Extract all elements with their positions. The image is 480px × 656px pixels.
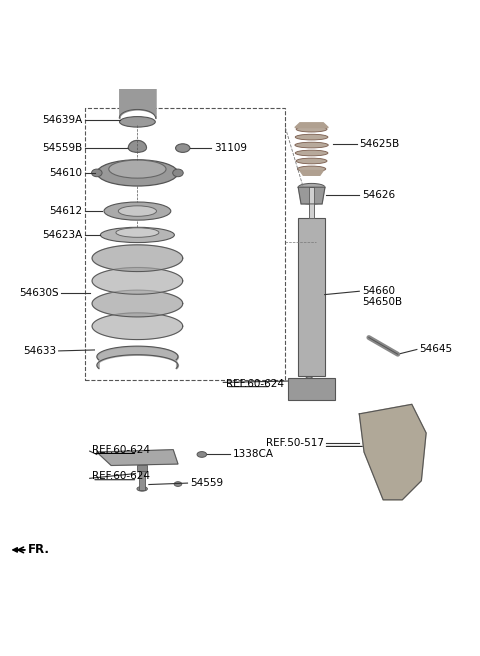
Bar [137, 466, 147, 471]
Text: 54623A: 54623A [42, 230, 83, 240]
Text: 54639A: 54639A [42, 115, 83, 125]
Ellipse shape [302, 199, 321, 205]
Text: 54645: 54645 [419, 344, 452, 354]
Ellipse shape [298, 184, 325, 191]
Text: REF.50-517: REF.50-517 [265, 438, 324, 447]
Ellipse shape [128, 144, 146, 152]
Ellipse shape [383, 432, 402, 453]
Text: REF.60-624: REF.60-624 [92, 445, 150, 455]
Ellipse shape [176, 144, 190, 152]
Ellipse shape [104, 202, 171, 220]
Polygon shape [92, 313, 183, 340]
Ellipse shape [295, 150, 328, 156]
Text: 54633: 54633 [23, 346, 56, 356]
Bar [288, 378, 336, 400]
Text: 54650B: 54650B [362, 297, 402, 307]
Polygon shape [92, 245, 183, 272]
Polygon shape [97, 450, 178, 466]
Polygon shape [128, 140, 146, 148]
Text: 54559: 54559 [190, 478, 223, 488]
Ellipse shape [295, 134, 328, 140]
Ellipse shape [298, 166, 326, 172]
Polygon shape [300, 171, 323, 175]
Ellipse shape [100, 228, 174, 243]
Ellipse shape [296, 158, 327, 164]
Ellipse shape [173, 169, 183, 176]
Text: REF.60-624: REF.60-624 [226, 379, 284, 389]
Ellipse shape [137, 487, 147, 491]
Text: 54630S: 54630S [19, 288, 59, 298]
Text: 54559B: 54559B [42, 143, 83, 153]
Ellipse shape [306, 377, 313, 381]
Bar [309, 187, 314, 218]
Text: 54626: 54626 [362, 190, 395, 200]
Ellipse shape [324, 386, 330, 391]
Ellipse shape [118, 206, 156, 216]
Text: FR.: FR. [28, 543, 49, 556]
Text: 54625B: 54625B [360, 139, 399, 150]
Ellipse shape [120, 117, 156, 127]
Polygon shape [92, 268, 183, 295]
Ellipse shape [92, 169, 102, 176]
Polygon shape [360, 404, 426, 500]
Bar [85, 108, 285, 380]
Text: 31109: 31109 [214, 143, 247, 153]
Text: 54612: 54612 [49, 206, 83, 216]
Text: REF.60-624: REF.60-624 [92, 471, 150, 481]
Polygon shape [295, 123, 328, 127]
Ellipse shape [116, 228, 159, 237]
Bar [139, 466, 145, 490]
Ellipse shape [109, 160, 166, 178]
Polygon shape [92, 290, 183, 317]
Ellipse shape [197, 451, 206, 457]
Bar [299, 218, 324, 376]
Text: 54660: 54660 [362, 286, 395, 297]
Ellipse shape [174, 482, 182, 487]
Ellipse shape [293, 386, 300, 391]
Text: 1338CA: 1338CA [233, 449, 274, 459]
Ellipse shape [296, 127, 327, 132]
Text: 54610: 54610 [49, 168, 83, 178]
Polygon shape [298, 187, 325, 204]
Ellipse shape [295, 142, 328, 148]
Ellipse shape [97, 160, 178, 186]
